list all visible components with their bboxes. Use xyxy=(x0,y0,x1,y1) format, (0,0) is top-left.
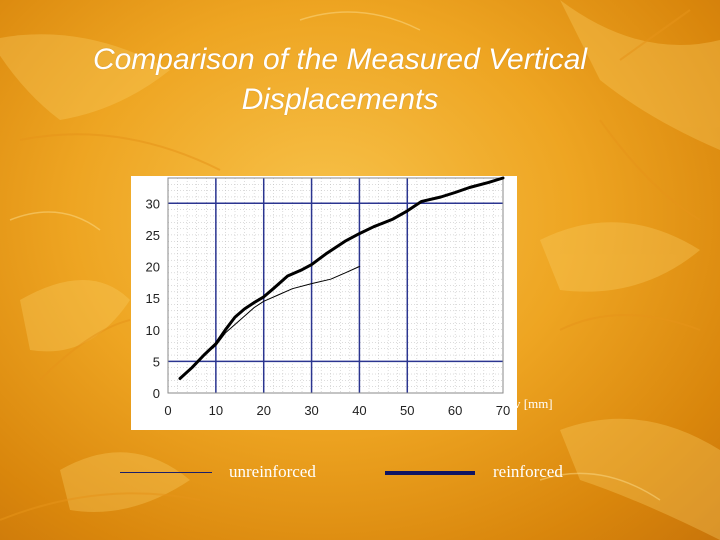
y-tick-label: 0 xyxy=(153,386,160,401)
x-tick-label: 30 xyxy=(304,403,318,418)
x-tick-label: 10 xyxy=(209,403,223,418)
x-tick-label: 60 xyxy=(448,403,462,418)
x-axis-unit-label: v [mm] xyxy=(514,396,553,411)
title-line-1: Comparison of the Measured Vertical xyxy=(92,43,588,76)
x-tick-label: 20 xyxy=(256,403,270,418)
x-tick-label: 0 xyxy=(164,403,171,418)
y-tick-label: 10 xyxy=(146,323,160,338)
x-tick-label: 50 xyxy=(400,403,414,418)
x-tick-label: 70 xyxy=(496,403,510,418)
slide-title: Comparison of the Measured Vertical Disp… xyxy=(60,40,620,120)
line-chart: 0 5 10 15 20 25 30 0 10 20 30 40 50 60 70 xyxy=(146,176,510,418)
legend-unreinforced-line xyxy=(120,472,212,473)
legend-reinforced-label: reinforced xyxy=(493,462,563,481)
legend-reinforced-line xyxy=(385,471,475,475)
x-tick-label: 40 xyxy=(352,403,366,418)
y-tick-label: 30 xyxy=(146,196,160,211)
legend-unreinforced-label: unreinforced xyxy=(229,462,316,481)
y-tick-label: 5 xyxy=(153,354,160,369)
y-tick-label: 20 xyxy=(146,260,160,275)
title-line-2: Displacements xyxy=(241,83,439,116)
y-tick-label: 25 xyxy=(146,228,160,243)
chart-panel: 0 5 10 15 20 25 30 0 10 20 30 40 50 60 70 xyxy=(131,176,517,430)
y-tick-label: 15 xyxy=(146,291,160,306)
series-line-reinforced xyxy=(178,176,505,380)
plot-frame xyxy=(167,177,504,394)
